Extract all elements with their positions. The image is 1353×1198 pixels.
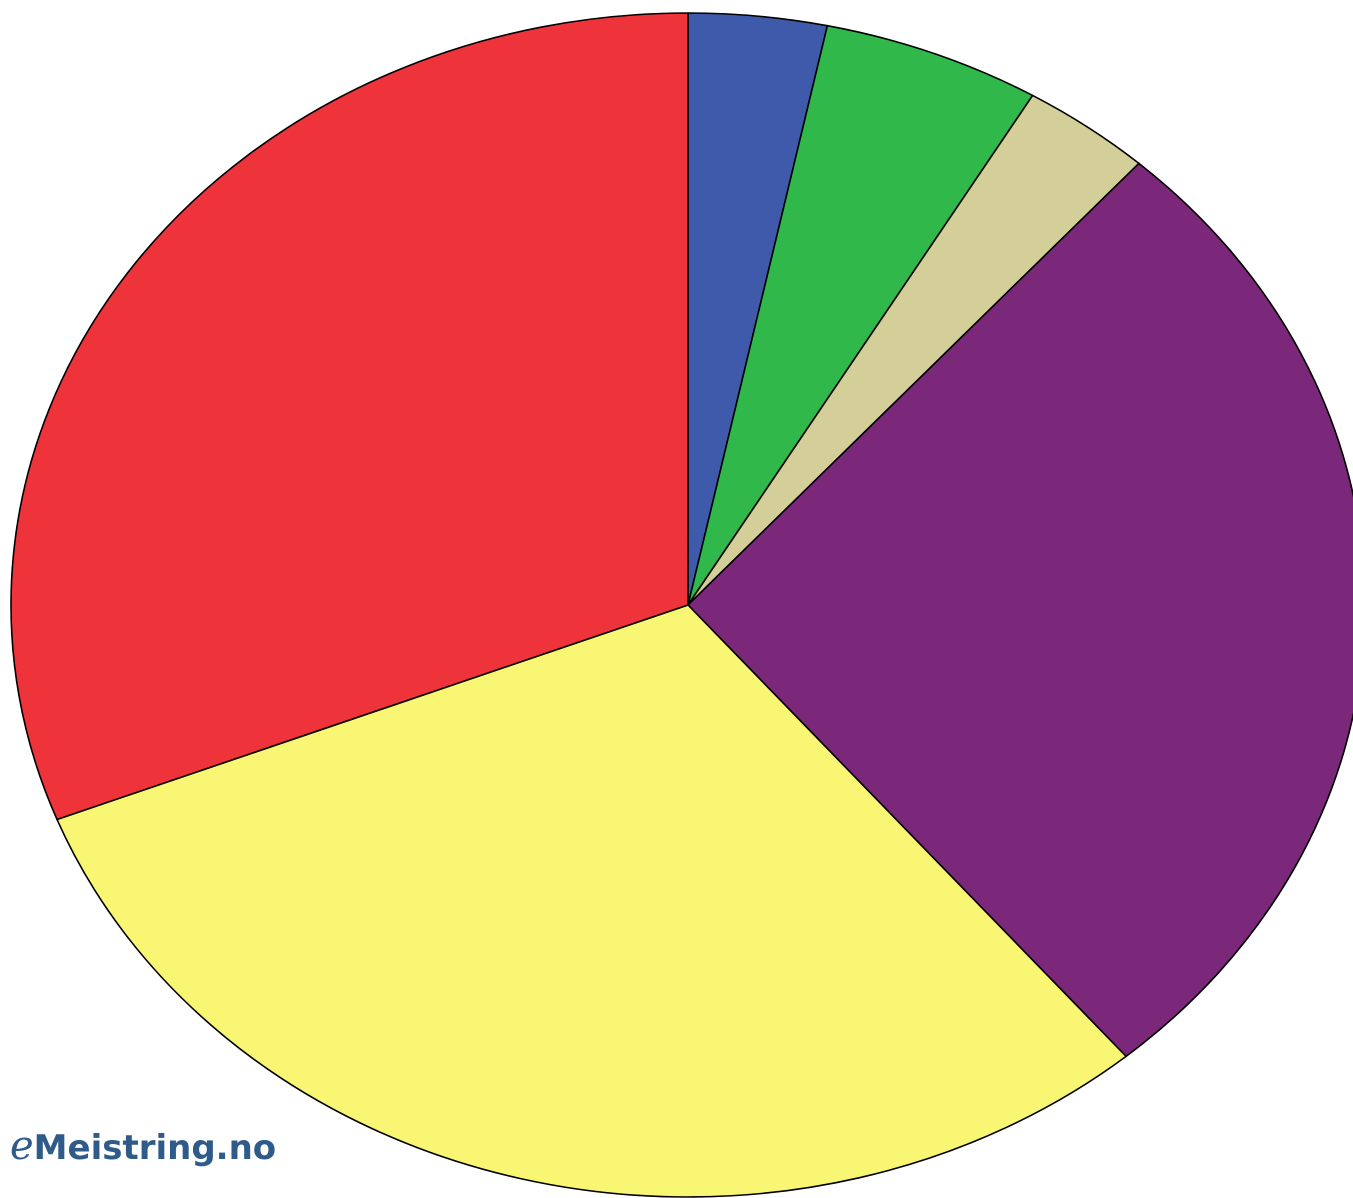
watermark-text: Meistring.no xyxy=(33,1128,277,1168)
emeistring-watermark-logo: eMeistring.no xyxy=(10,1123,276,1169)
pie-slices xyxy=(10,12,1353,1198)
pie-slice-5 xyxy=(56,604,1127,1198)
pie-slice-2 xyxy=(687,24,1034,606)
watermark-prefix: e xyxy=(10,1123,34,1169)
pie-slice-6 xyxy=(10,12,689,821)
pie-slice-4 xyxy=(687,162,1353,1058)
